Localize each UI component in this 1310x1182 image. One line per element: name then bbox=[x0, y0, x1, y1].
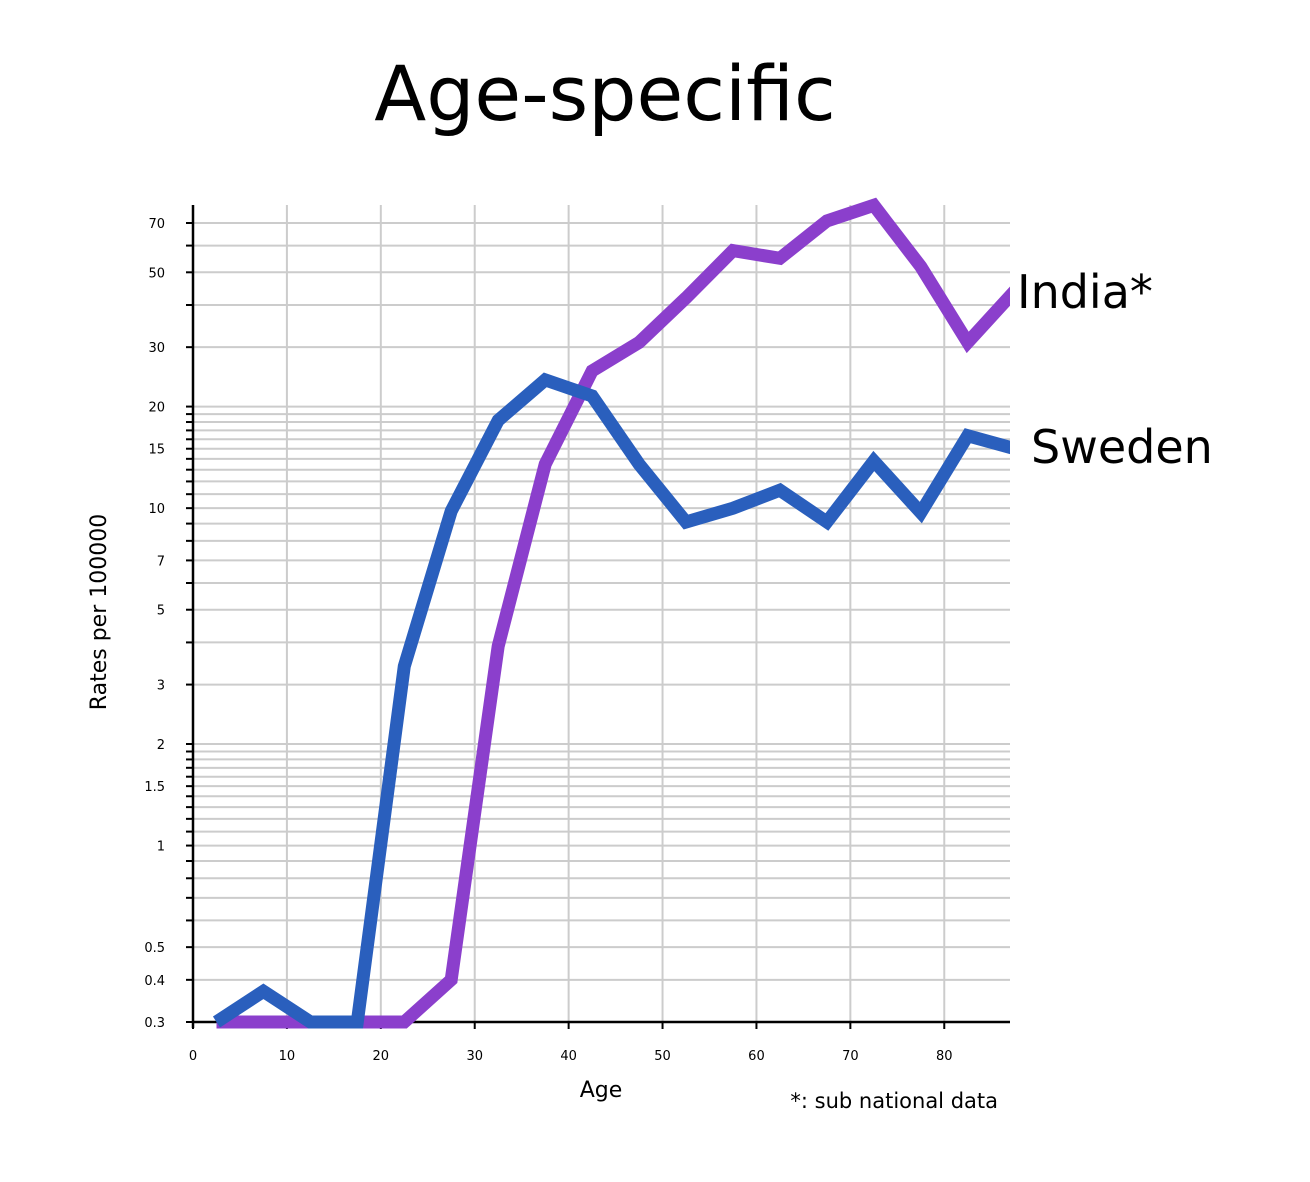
series-line-sweden bbox=[212, 372, 1010, 1029]
series-label-sweden: Sweden bbox=[1031, 420, 1213, 474]
y-tick-label: 2 bbox=[157, 738, 165, 753]
y-tick-label: 30 bbox=[148, 341, 165, 356]
x-axis-title: Age bbox=[580, 1078, 623, 1103]
x-tick-label: 80 bbox=[936, 1049, 953, 1064]
y-tick-label: 1.5 bbox=[144, 780, 165, 795]
y-tick-label: 1 bbox=[157, 840, 165, 855]
y-tick-label: 20 bbox=[148, 401, 165, 416]
y-tick-label: 0.3 bbox=[144, 1016, 165, 1031]
y-tick-label: 5 bbox=[157, 604, 165, 619]
label-layer: India* Sweden bbox=[1017, 265, 1213, 474]
series-line-india bbox=[216, 197, 1010, 1029]
y-axis-title: Rates per 100000 bbox=[87, 514, 112, 710]
grid-layer bbox=[193, 205, 1010, 1023]
x-tick-label: 30 bbox=[466, 1049, 483, 1064]
y-tick-label: 10 bbox=[148, 502, 165, 517]
y-tick-label: 7 bbox=[157, 554, 165, 569]
y-tick-label: 50 bbox=[148, 266, 165, 281]
axis-layer: 0.3 0.4 0.5 1 1.5 2 3 5 7 10 15 20 30 50 70 0 10 20 30 40 50… bbox=[144, 205, 1010, 1064]
x-tick-label: 50 bbox=[654, 1049, 671, 1064]
x-tick-label: 20 bbox=[373, 1049, 390, 1064]
x-tick-label: 70 bbox=[842, 1049, 859, 1064]
y-tick-label: 70 bbox=[148, 217, 165, 232]
x-tick-label: 60 bbox=[748, 1049, 765, 1064]
x-tick-label: 40 bbox=[560, 1049, 577, 1064]
x-tick-label: 0 bbox=[189, 1049, 197, 1064]
x-tick-label: 10 bbox=[279, 1049, 296, 1064]
y-tick-label: 0.5 bbox=[144, 941, 165, 956]
chart-title: Age-specific bbox=[374, 49, 836, 138]
series-layer bbox=[212, 197, 1010, 1029]
series-label-india: India* bbox=[1017, 265, 1153, 319]
footnote: *: sub national data bbox=[790, 1089, 998, 1113]
y-tick-label: 3 bbox=[157, 679, 165, 694]
y-tick-label: 0.4 bbox=[144, 974, 165, 989]
y-tick-label: 15 bbox=[148, 443, 165, 458]
